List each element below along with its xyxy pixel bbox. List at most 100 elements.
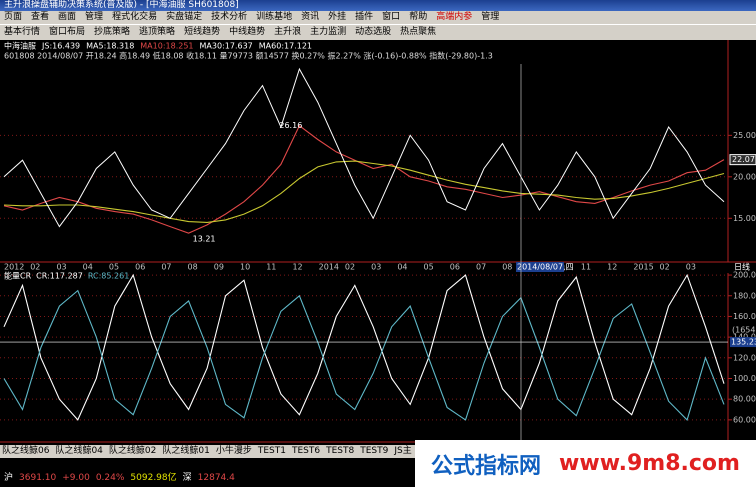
x-axis-label: 12 — [607, 263, 617, 272]
axis-name: 日线 — [734, 262, 750, 272]
x-axis-label: 10 — [240, 263, 250, 272]
series-line — [3, 67, 725, 228]
menu-item[interactable]: 实盘锚定 — [166, 12, 203, 22]
watermark-url: www.9m8.com — [559, 451, 740, 476]
indicator-tab[interactable]: 队之线鲸01 — [162, 446, 210, 456]
x-axis-label: 06 — [135, 263, 145, 272]
x-axis-label: 05 — [109, 263, 119, 272]
x-axis-label: 2012 — [4, 263, 24, 272]
menu-item[interactable]: 训练基地 — [256, 12, 293, 22]
quote-field: JS:16.439 — [41, 42, 80, 51]
menu-item[interactable]: 资讯 — [301, 12, 320, 22]
low-label: 13.21 — [193, 235, 216, 244]
status-item: 3691.10 — [19, 473, 57, 483]
series-line — [3, 273, 725, 421]
quote-field: MA60:17.121 — [259, 42, 312, 51]
cursor-label-box — [516, 262, 564, 272]
x-axis-label: 07 — [161, 263, 171, 272]
status-item: 5092.98亿 — [130, 473, 177, 483]
series-line — [3, 124, 725, 234]
x-axis-label: 2014 — [319, 263, 339, 272]
x-axis-label: 05 — [424, 263, 434, 272]
toolbar-button[interactable]: 窗口布局 — [49, 27, 86, 37]
watermark-text: 公式指标网 — [431, 453, 542, 479]
cursor-label: 2014/08/07,四 — [517, 263, 574, 272]
menu-item[interactable]: 查看 — [31, 12, 50, 22]
toolbar-button[interactable]: 热点聚焦 — [400, 27, 437, 37]
menu-item[interactable]: 高端内参 — [436, 12, 473, 22]
indicator-tab[interactable]: TEST1 — [257, 446, 286, 456]
quote-field: 中海油服 — [4, 41, 36, 51]
high-label: 26.16 — [279, 121, 302, 130]
indicator-tab[interactable]: TEST6 — [291, 446, 321, 456]
y-tick-label: 200.00 — [733, 271, 756, 280]
indicator-tab[interactable]: TEST8 — [326, 446, 355, 456]
status-item: 沪 — [4, 473, 14, 483]
quote-field: MA10:18.251 — [140, 42, 193, 51]
y-tick-label: 25.00 — [733, 131, 756, 140]
x-axis-label: 04 — [397, 263, 407, 272]
quote-detail: 601808 2014/08/07 开18.24 高18.49 低18.08 收… — [4, 51, 493, 61]
y-tick-label: 60.00 — [733, 415, 756, 424]
x-axis-label: 06 — [450, 263, 460, 272]
indicator-tab[interactable]: JS主 — [394, 446, 412, 456]
x-axis-label: 11 — [266, 263, 276, 272]
toolbar-button[interactable]: 抄底策略 — [94, 27, 131, 37]
menu-item[interactable]: 管理 — [85, 12, 104, 22]
menu-item[interactable]: 画面 — [58, 12, 77, 22]
indicator-tab[interactable]: 队之线鲸06 — [2, 446, 50, 456]
y-tick-label: 120.00 — [733, 353, 756, 362]
status-item: +9.00 — [62, 473, 90, 483]
indicator-tab[interactable]: 小牛漫步 — [215, 446, 252, 456]
toolbar-button[interactable]: 短线趋势 — [184, 27, 221, 37]
series-line — [3, 160, 725, 223]
y-tick-label: 80.00 — [733, 395, 756, 404]
menu-item[interactable]: 插件 — [355, 12, 374, 22]
x-axis-label: 12 — [292, 263, 302, 272]
y-tick-label: 15.00 — [733, 214, 756, 223]
x-axis-label: 07 — [476, 263, 486, 272]
series-line — [3, 289, 725, 421]
cursor-value-box — [730, 337, 756, 348]
x-axis-label: 11 — [581, 263, 591, 272]
x-axis-label: 08 — [502, 263, 512, 272]
menu-item[interactable]: 管理 — [481, 12, 500, 22]
toolbar-button[interactable]: 动态选股 — [355, 27, 392, 37]
menu-item[interactable]: 外挂 — [328, 12, 347, 22]
indicator-title: 能量CR — [4, 271, 32, 281]
toolbar-button[interactable]: 中线趋势 — [229, 27, 266, 37]
toolbar-button[interactable]: 基本行情 — [4, 27, 41, 37]
status-item: 0.24% — [95, 473, 125, 483]
menu-item[interactable]: 窗口 — [382, 12, 401, 22]
indicator-title: RC:85.261 — [88, 272, 129, 281]
x-axis-label: 03 — [56, 263, 66, 272]
indicator-tab[interactable]: 队之线鲸04 — [55, 446, 103, 456]
title-bar: 主升浪操盘辅助决策系统(普及版) - [中海油服 SH601808] — [0, 0, 756, 11]
cursor-value-label: 135.23 — [731, 338, 756, 347]
x-axis-label: 02 — [660, 263, 670, 272]
y-tick-label: 100.00 — [733, 374, 756, 383]
last-price-label: 22.07 — [732, 155, 755, 164]
toolbar-button[interactable]: 主升浪 — [274, 27, 302, 37]
menu-item[interactable]: 帮助 — [409, 12, 428, 22]
x-axis-label: 02 — [345, 263, 355, 272]
status-item: 深 — [182, 473, 192, 483]
count-label: (1654) — [732, 326, 756, 335]
indicator-tab[interactable]: 队之线鲸02 — [108, 446, 157, 456]
menu-item[interactable]: 程式化交易 — [112, 12, 158, 22]
x-axis-label: 03 — [371, 263, 381, 272]
menu-item[interactable]: 技术分析 — [211, 12, 248, 22]
last-price-box — [729, 154, 756, 166]
x-axis-label: 2015 — [633, 263, 653, 272]
menu-item[interactable]: 页面 — [4, 12, 23, 22]
toolbar-button[interactable]: 逃顶策略 — [139, 27, 176, 37]
watermark: 公式指标网 www.9m8.com — [415, 440, 756, 487]
menu-bar: 页面 查看 画面 管理 程式化交易 实盘锚定 技术分析 训练基地 资讯 外挂 插件 窗口 帮助 高端内参管… — [0, 11, 756, 24]
x-axis-label: 02 — [30, 263, 40, 272]
toolbar-button[interactable]: 主力监测 — [310, 27, 347, 37]
y-tick-label: 180.00 — [733, 291, 756, 300]
quote-field: MA30:17.637 — [200, 42, 253, 51]
indicator-tab[interactable]: TEST9 — [360, 446, 389, 456]
x-axis-label: 08 — [188, 263, 198, 272]
